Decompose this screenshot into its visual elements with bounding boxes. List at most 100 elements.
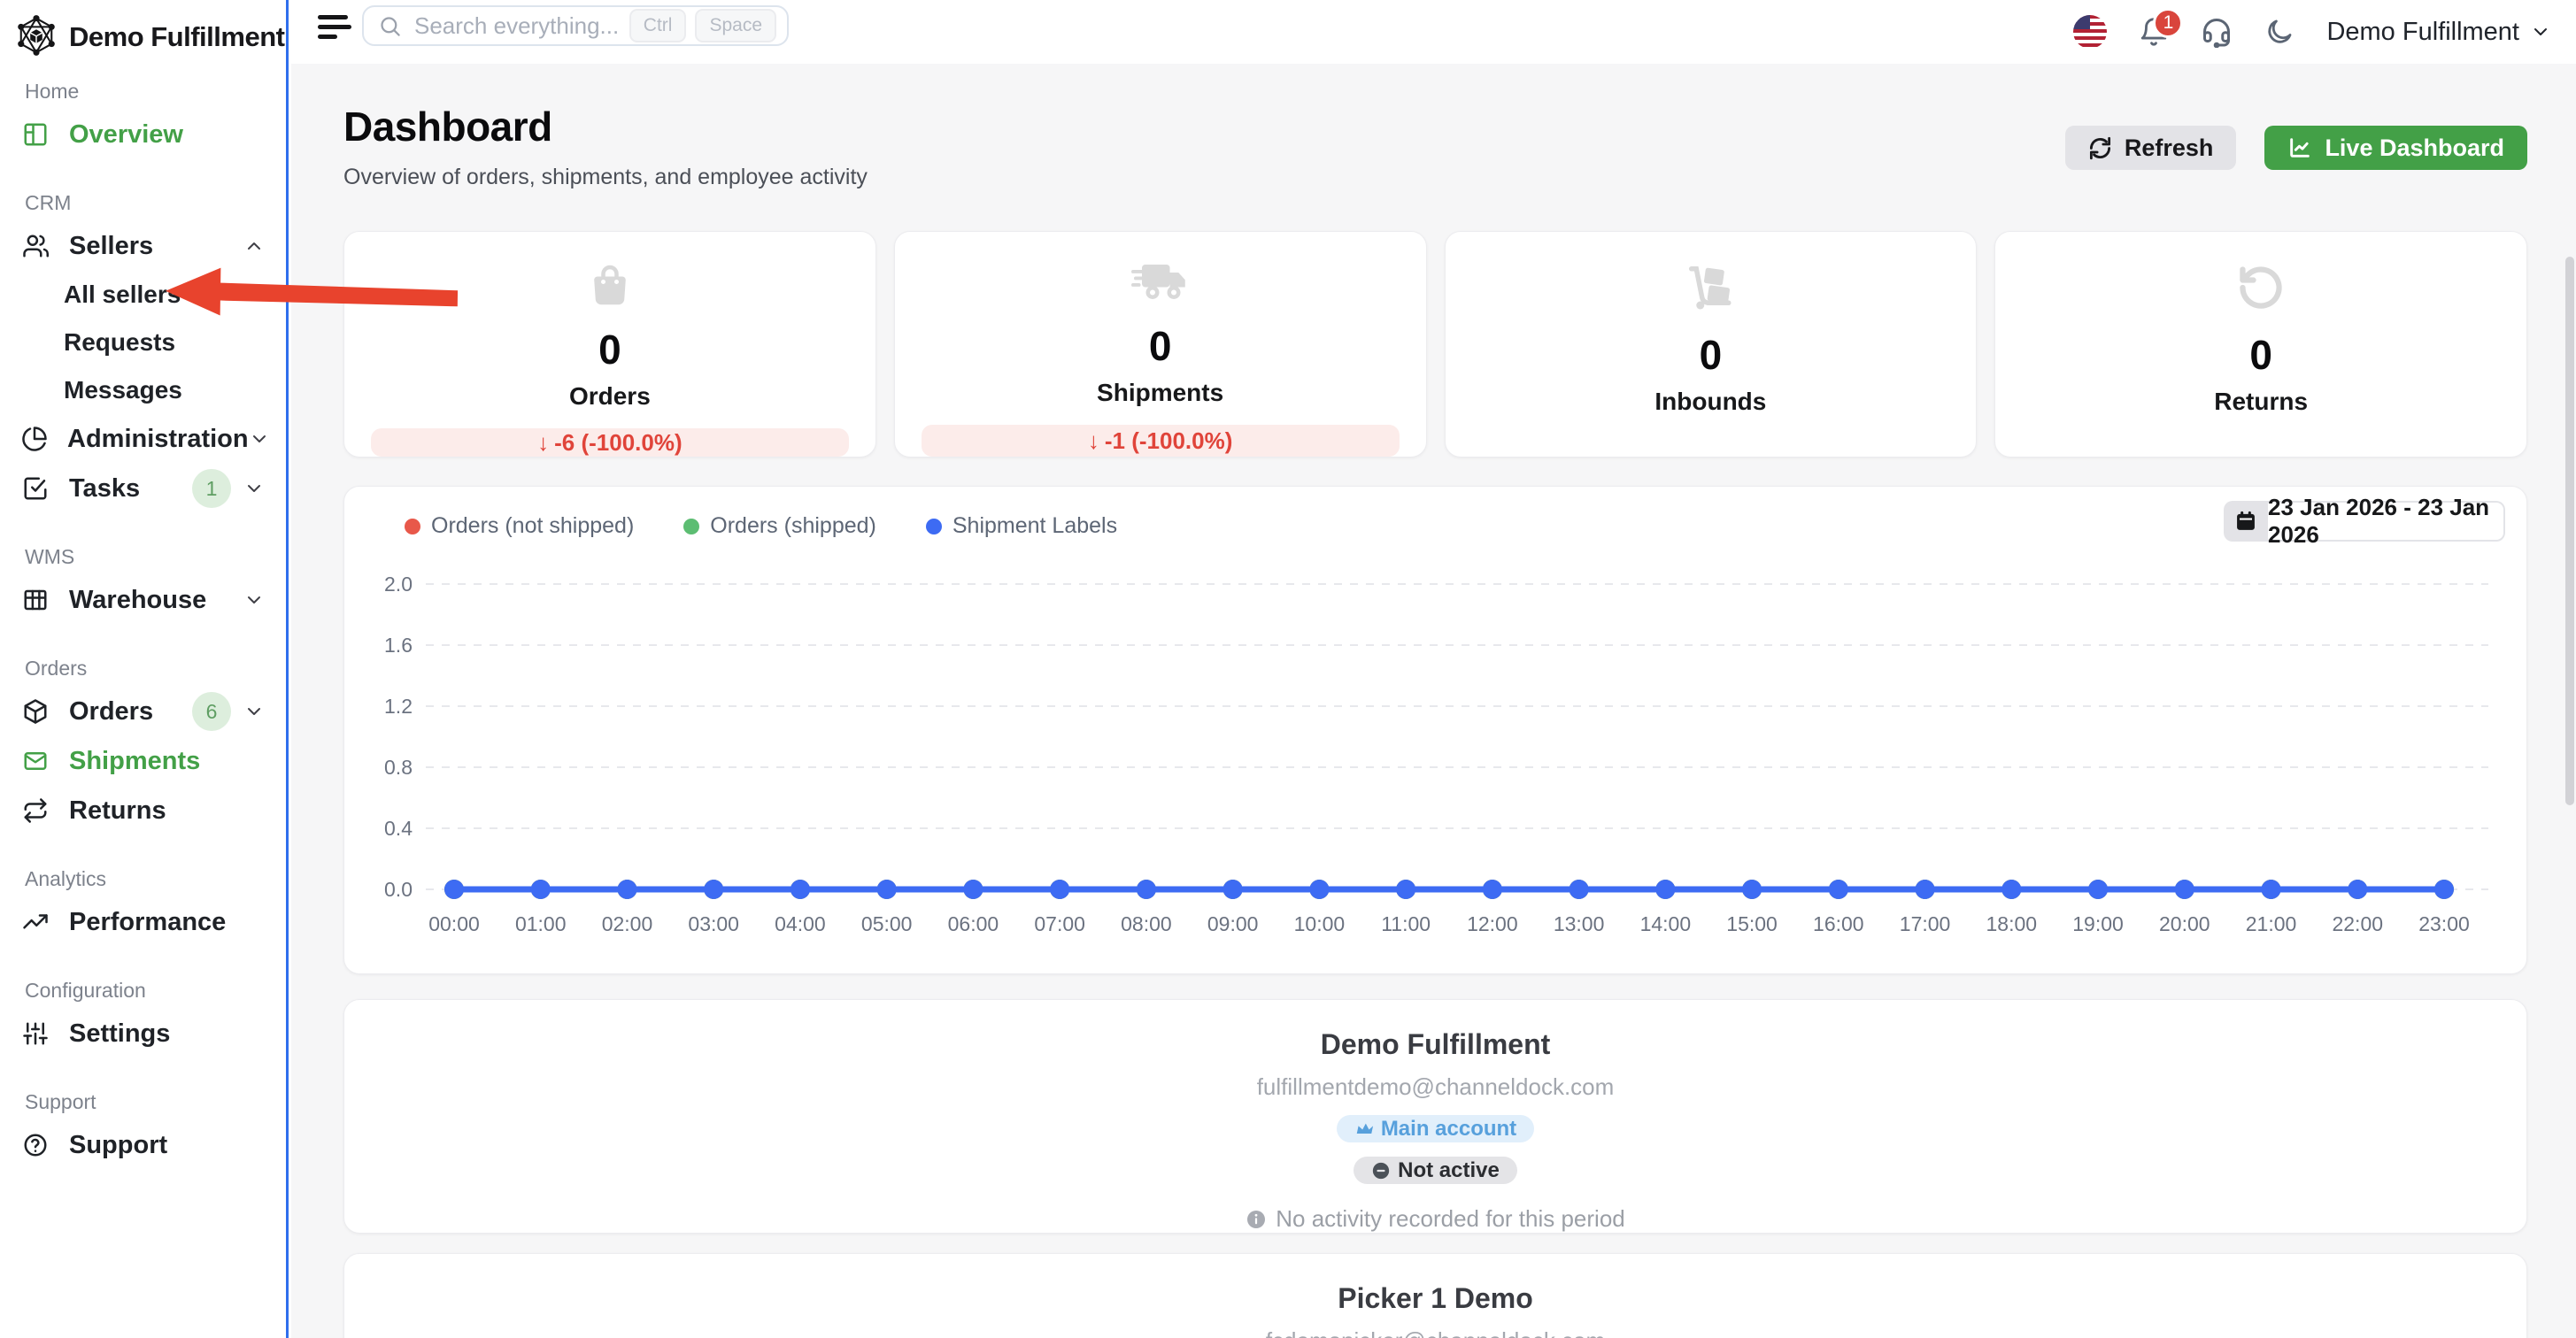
section-label-orders: Orders [25,657,88,680]
svg-text:07:00: 07:00 [1034,912,1085,935]
check-square-icon [21,475,50,502]
account-name: Demo Fulfillment [2326,17,2519,46]
svg-text:10:00: 10:00 [1294,912,1346,935]
svg-text:11:00: 11:00 [1381,912,1431,935]
stat-card-shipments: 0 Shipments ↓ -1 (-100.0%) [893,231,1427,458]
dark-mode-moon-icon[interactable] [2264,17,2294,47]
svg-text:00:00: 00:00 [428,912,480,935]
sidebar: Demo Fulfillment Home Overview CRM Selle… [0,0,289,1338]
legend-dot-1 [683,518,700,534]
sidebar-item-shipments[interactable]: Shipments [0,736,286,786]
account-email: fcdemopicker@channeldock.com [1266,1327,1605,1338]
svg-text:2.0: 2.0 [384,573,413,596]
legend-item: Orders (shipped) [683,513,876,539]
stat-card-orders: 0 Orders ↓ -6 (-100.0%) [343,231,876,458]
sidebar-item-sellers[interactable]: Sellers [0,221,286,271]
shopping-bag-icon [583,258,636,311]
sidebar-item-settings[interactable]: Settings [0,1009,286,1058]
sidebar-item-returns[interactable]: Returns [0,786,286,835]
minus-circle-icon [1371,1161,1391,1180]
language-flag-us-icon[interactable] [2073,15,2108,49]
badge-label: Not active [1398,1157,1500,1182]
page-subtitle: Overview of orders, shipments, and emplo… [343,165,868,189]
stat-card-returns: 0 Returns [1994,231,2527,458]
svg-text:1.6: 1.6 [384,634,413,657]
arrow-down-icon: ↓ [537,428,550,456]
svg-text:18:00: 18:00 [1986,912,2038,935]
sidebar-item-label: Tasks [69,473,141,503]
scrollbar[interactable] [2564,64,2576,1338]
legend-label: Shipment Labels [952,513,1118,538]
logo-row[interactable]: Demo Fulfillment [0,0,286,64]
section-label-wms: WMS [25,545,75,568]
stat-label: Inbounds [1654,388,1767,415]
sidebar-item-label: Support [69,1130,168,1159]
sidebar-item-performance[interactable]: Performance [0,897,286,947]
search-placeholder: Search everything... [414,12,620,39]
svg-text:0.0: 0.0 [384,878,413,901]
chevron-down-icon [2530,21,2551,42]
legend-label: Orders (shipped) [710,513,876,538]
kbd-ctrl: Ctrl [629,9,687,42]
sidebar-item-tasks[interactable]: Tasks 1 [0,464,286,513]
sidebar-item-overview[interactable]: Overview [0,110,286,159]
sidebar-item-support[interactable]: Support [0,1120,286,1170]
svg-text:15:00: 15:00 [1726,912,1778,935]
svg-text:13:00: 13:00 [1554,912,1605,935]
date-range-picker[interactable]: 23 Jan 2026 - 23 Jan 2026 [2224,494,2505,548]
sidebar-item-warehouse[interactable]: Warehouse [0,575,286,625]
chevron-down-icon [249,428,270,450]
orders-count-badge: 6 [192,692,231,731]
stat-value: 0 [598,327,621,373]
sidebar-item-label: Performance [69,907,227,936]
stat-label: Shipments [1097,379,1224,407]
line-chart-icon [2287,135,2312,160]
stat-label: Orders [568,382,651,410]
sidebar-item-label: Sellers [69,231,154,260]
svg-text:19:00: 19:00 [2072,912,2124,935]
calendar-icon[interactable] [2224,501,2268,542]
date-range-value[interactable]: 23 Jan 2026 - 23 Jan 2026 [2268,494,2505,548]
svg-text:01:00: 01:00 [515,912,567,935]
notifications-bell-icon[interactable]: 1 [2139,8,2184,47]
stat-delta-text: -6 (-100.0%) [554,428,683,456]
scrollbar-thumb[interactable] [2565,257,2574,805]
live-dashboard-label: Live Dashboard [2325,134,2504,161]
hand-truck-icon [1684,258,1737,317]
menu-icon[interactable] [318,15,351,44]
page-title: Dashboard [343,104,552,150]
tasks-count-badge: 1 [192,469,231,508]
svg-text:08:00: 08:00 [1121,912,1172,935]
sidebar-subitem-requests[interactable]: Requests [64,328,176,356]
sidebar-item-orders[interactable]: Orders 6 [0,687,286,736]
sidebar-item-administration[interactable]: Administration [0,414,286,464]
refresh-icon [2088,136,2112,160]
svg-text:05:00: 05:00 [861,912,913,935]
app-title: Demo Fulfillment [69,21,285,52]
svg-text:0.8: 0.8 [384,756,413,779]
headset-icon[interactable] [2201,16,2233,48]
account-card-picker-1-demo: Picker 1 Demo fcdemopicker@channeldock.c… [343,1253,2527,1338]
package-icon [21,698,50,725]
stat-card-inbounds: 0 Inbounds [1444,231,1978,458]
svg-text:21:00: 21:00 [2246,912,2297,935]
legend-item: Orders (not shipped) [405,513,634,539]
note-text: No activity recorded for this period [1276,1205,1625,1232]
account-card-demo-fulfillment: Demo Fulfillment fulfillmentdemo@channel… [343,999,2527,1234]
activity-chart-card: Orders (not shipped) Orders (shipped) Sh… [343,486,2527,974]
legend-label: Orders (not shipped) [431,513,635,538]
live-dashboard-button[interactable]: Live Dashboard [2264,126,2527,170]
refresh-button[interactable]: Refresh [2064,126,2237,170]
rotate-ccw-icon [2235,258,2287,317]
svg-text:17:00: 17:00 [1900,912,1951,935]
legend-dot-2 [925,518,942,534]
section-label-crm: CRM [25,191,72,214]
not-active-badge: Not active [1354,1157,1517,1184]
sidebar-subitem-all-sellers[interactable]: All sellers [64,281,181,308]
stat-value: 0 [1699,332,1723,378]
account-menu[interactable]: Demo Fulfillment [2326,18,2551,47]
users-icon [21,233,50,259]
stat-delta-badge: ↓ -6 (-100.0%) [371,428,849,457]
search-input[interactable]: Search everything... Ctrl Space [362,5,789,46]
sidebar-subitem-messages[interactable]: Messages [64,376,182,404]
